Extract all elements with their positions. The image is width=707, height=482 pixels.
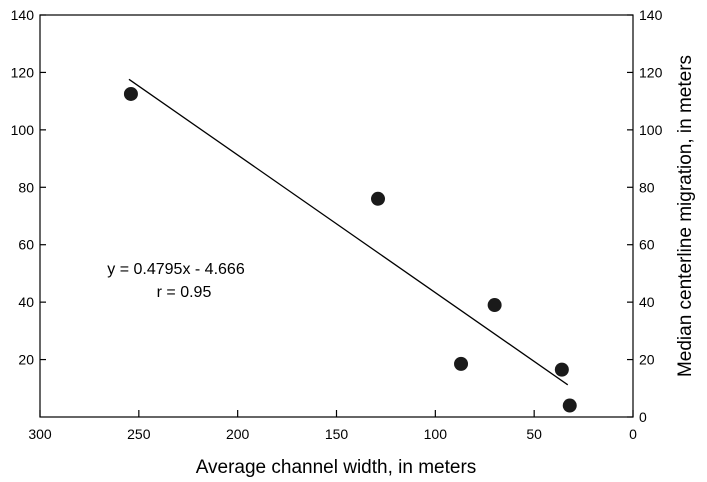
y-tick-label-right: 100 [639, 122, 663, 138]
y-axis-title: Median centerline migration, in meters [675, 55, 696, 377]
y-tick-label-left: 60 [18, 237, 34, 253]
data-point [562, 398, 577, 413]
y-tick-label-left: 120 [11, 64, 35, 80]
y-tick-label-left: 100 [11, 122, 35, 138]
x-tick-label: 200 [226, 426, 250, 442]
data-points [123, 86, 577, 413]
x-tick-label: 50 [526, 426, 542, 442]
y-tick-label-left: 20 [18, 352, 34, 368]
plot-frame [39, 14, 634, 418]
y-tick-label-left: 140 [11, 7, 35, 23]
x-tick-label: 150 [325, 426, 349, 442]
x-axis-title: Average channel width, in meters [196, 457, 477, 478]
left-y-axis-ticks: 20 40 60 80 100 120 140 [11, 7, 46, 368]
x-tick-label: 300 [28, 426, 52, 442]
y-tick-label-left: 40 [18, 294, 34, 310]
y-tick-label-right: 20 [639, 352, 655, 368]
y-tick-label-right: 120 [639, 64, 663, 80]
y-tick-label-right: 40 [639, 294, 655, 310]
x-tick-label: 0 [629, 426, 637, 442]
right-y-axis-ticks: 0 20 40 60 80 100 120 140 [627, 7, 663, 425]
equation-annotation: y = 0.4795x - 4.666 [107, 261, 245, 278]
data-point [123, 86, 138, 101]
data-point [554, 362, 569, 377]
y-tick-label-right: 60 [639, 237, 655, 253]
y-tick-label-right: 0 [639, 409, 647, 425]
r-value-annotation: r = 0.95 [157, 284, 212, 301]
y-tick-label-left: 80 [18, 179, 34, 195]
y-tick-label-right: 140 [639, 7, 663, 23]
y-tick-label-right: 80 [639, 179, 655, 195]
data-point [487, 298, 502, 313]
data-point [454, 356, 469, 371]
trendline-group [128, 78, 569, 386]
data-point [371, 191, 386, 206]
trendline [128, 78, 569, 386]
x-tick-label: 100 [424, 426, 448, 442]
x-axis-ticks: 300 250 200 150 100 50 0 [28, 410, 637, 442]
x-tick-label: 250 [127, 426, 151, 442]
